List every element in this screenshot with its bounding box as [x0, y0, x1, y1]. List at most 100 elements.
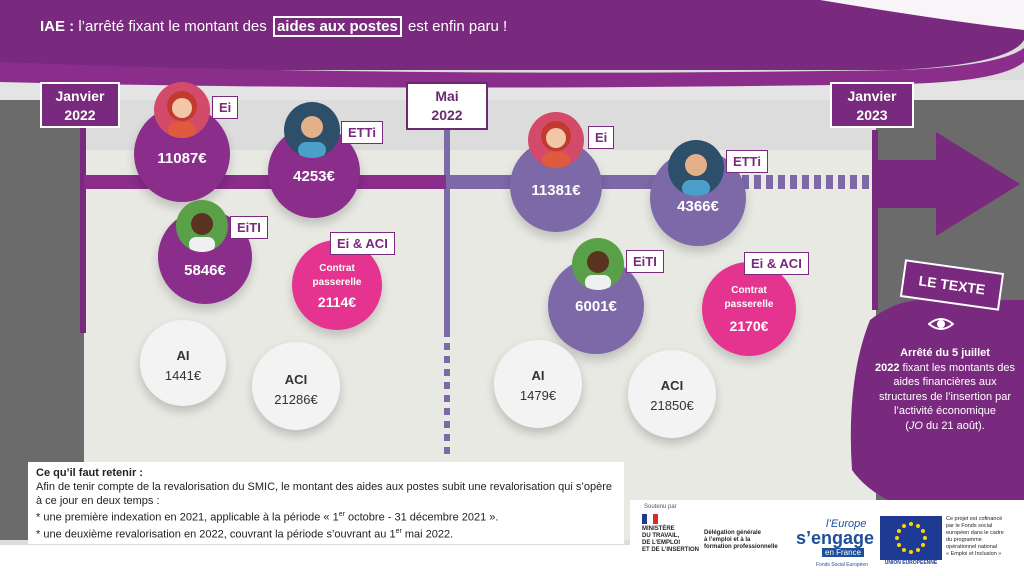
p2-ai-amount: 1479€ — [519, 388, 557, 403]
ministere-l2: DU TRAVAIL, — [642, 533, 680, 539]
bullet2-sup: er — [395, 527, 402, 535]
p1-eiaci-tag: Ei & ACI — [330, 232, 395, 255]
en-france-text: en France — [822, 548, 865, 557]
p1-ai-amount: 1441€ — [164, 368, 202, 383]
woman-avatar-icon — [154, 82, 210, 138]
p2-aci-tag: ACI — [660, 378, 684, 393]
p1-eiti-tag: EiTI — [230, 216, 268, 239]
texte-jo: JO — [908, 419, 923, 432]
bullet1-text-a: * une première indexation en 2021, appli… — [36, 511, 339, 524]
retain-bullet-2: * une deuxième revalorisation en 2022, c… — [36, 525, 616, 542]
cofin-l5: opérationnel national — [946, 544, 998, 550]
p2-eiaci-tag: Ei & ACI — [744, 252, 809, 275]
p1-etti-tag: ETTi — [341, 121, 383, 144]
woman-avatar-icon — [528, 112, 584, 168]
soutenu-par: Soutenu par — [644, 504, 677, 510]
fse-text: Fonds Social Européen — [816, 562, 868, 568]
man-avatar-icon — [572, 238, 624, 290]
date-month: Janvier — [55, 88, 105, 104]
p2-eiaci-circle: Contrat passerelle 2170€ — [702, 262, 796, 356]
cofinance-text: Ce projet est cofinancé par le Fonds soc… — [946, 516, 1020, 558]
p1-etti-amount: 4253€ — [293, 168, 335, 185]
retain-bullet-1: * une première indexation en 2021, appli… — [36, 508, 616, 525]
cofin-l1: Ce projet est cofinancé — [946, 516, 1003, 522]
p2-eiti-amount: 6001€ — [575, 298, 617, 315]
retain-box: Ce qu’il faut retenir : Afin de tenir co… — [28, 462, 624, 544]
p1-eiaci-circle: Contrat passerelle 2114€ — [292, 240, 382, 330]
europe-text: l’Europe — [826, 518, 867, 530]
partner-logos: Soutenu par MINISTÈRE DU TRAVAIL, DE L’E… — [630, 500, 1024, 576]
texte-description: Arrêté du 5 juillet 2022 fixant les mont… — [874, 347, 1016, 432]
date-month: Janvier — [847, 88, 897, 104]
p1-ei-tag: Ei — [212, 96, 239, 119]
p1-ei-circle: 11087€ — [134, 106, 230, 202]
p2-ei-tag: Ei — [588, 126, 615, 149]
delegation-l2: à l’emploi et à la — [704, 537, 751, 543]
cofin-l6: « Emploi et Inclusion » — [946, 551, 1002, 557]
p2-eiaci-label2: passerelle — [724, 299, 774, 310]
cofin-l4: du programme — [946, 537, 982, 543]
p2-eiaci-amount: 2170€ — [729, 318, 769, 334]
europe-sengage-logo: l’Europe s’engage en France Fonds Social… — [792, 518, 875, 568]
texte-line1: Arrêté du 5 juillet — [900, 347, 990, 359]
bullet2-text-b: mai 2022. — [401, 528, 454, 541]
title-prefix: IAE : — [40, 18, 75, 35]
date-month: Mai — [435, 88, 459, 104]
p1-aci-tag: ACI — [284, 372, 308, 387]
date-mai-2022: Mai 2022 — [406, 82, 488, 130]
date-janvier-2022: Janvier 2022 — [40, 82, 120, 128]
man-avatar-icon — [284, 102, 340, 158]
delegation-l3: formation professionnelle — [704, 544, 778, 550]
texte-line2: 2022 — [874, 361, 900, 374]
date-year: 2023 — [856, 107, 888, 123]
p1-aci-amount: 21286€ — [274, 392, 318, 407]
p2-eiaci-label1: Contrat — [731, 285, 767, 296]
p2-etti-tag: ETTi — [726, 150, 768, 173]
bullet2-text-a: * une deuxième revalorisation en 2022, c… — [36, 528, 396, 541]
delegation-text: Délégation générale à l’emploi et à la f… — [704, 530, 778, 551]
retain-title: Ce qu’il faut retenir : — [36, 467, 143, 479]
ministere-l4: ET DE L’INSERTION — [642, 547, 700, 553]
p2-aci-amount: 21850€ — [650, 398, 694, 413]
date-year: 2022 — [64, 107, 96, 123]
p1-eiaci-label2: passerelle — [312, 277, 362, 288]
title-text-2: est enfin paru ! — [403, 18, 508, 35]
p2-ai-circle: AI 1479€ — [494, 340, 582, 428]
texte-rest: fixant les montants des aides financière… — [878, 361, 1016, 418]
ministere-l1: MINISTÈRE — [642, 526, 675, 532]
p2-aci-circle: ACI 21850€ — [628, 350, 716, 438]
cofin-l3: européen dans le cadre — [946, 530, 1004, 536]
p1-ai-tag: AI — [176, 348, 190, 363]
p1-ei-amount: 11087€ — [157, 150, 207, 167]
p2-ei-amount: 11381€ — [531, 182, 581, 199]
title-text-1: l’arrêté fixant le montant des — [74, 18, 271, 35]
p1-eiaci-label1: Contrat — [319, 263, 355, 274]
p2-eiti-tag: EiTI — [626, 250, 664, 273]
man-avatar-icon — [176, 200, 228, 252]
eu-flag-icon — [880, 516, 942, 560]
title-banner — [0, 0, 1024, 88]
ministere-l3: DE L’EMPLOI — [642, 540, 681, 546]
ue-text: UNION EUROPÉENNE — [884, 560, 938, 566]
date-janvier-2023: Janvier 2023 — [830, 82, 914, 128]
man-avatar-icon — [668, 140, 724, 196]
sengage-text: s’engage — [796, 528, 875, 548]
date-year: 2022 — [431, 107, 463, 123]
bullet1-text-b: octobre - 31 décembre 2021 ». — [344, 511, 499, 524]
p2-ai-tag: AI — [531, 368, 545, 383]
eye-icon — [928, 318, 954, 330]
marianne-logo-icon — [642, 514, 658, 524]
p1-eiti-amount: 5846€ — [184, 262, 226, 279]
delegation-l1: Délégation générale — [704, 530, 762, 536]
p2-etti-amount: 4366€ — [677, 198, 719, 215]
p1-aci-circle: ACI 21286€ — [252, 342, 340, 430]
p1-ai-circle: AI 1441€ — [140, 320, 226, 406]
ministere-logo: MINISTÈRE DU TRAVAIL, DE L’EMPLOI ET DE … — [642, 526, 699, 554]
cofin-l2: par le Fonds social — [946, 523, 993, 529]
retain-paragraph: Afin de tenir compte de la revalorisatio… — [36, 481, 612, 507]
bottom-strip — [0, 545, 630, 576]
title-boxed: aides aux postes — [276, 18, 398, 35]
bullet1-sup: er — [338, 511, 345, 518]
page-title: IAE : l’arrêté fixant le montant des aid… — [40, 16, 507, 37]
p1-eiaci-amount: 2114€ — [317, 294, 357, 310]
